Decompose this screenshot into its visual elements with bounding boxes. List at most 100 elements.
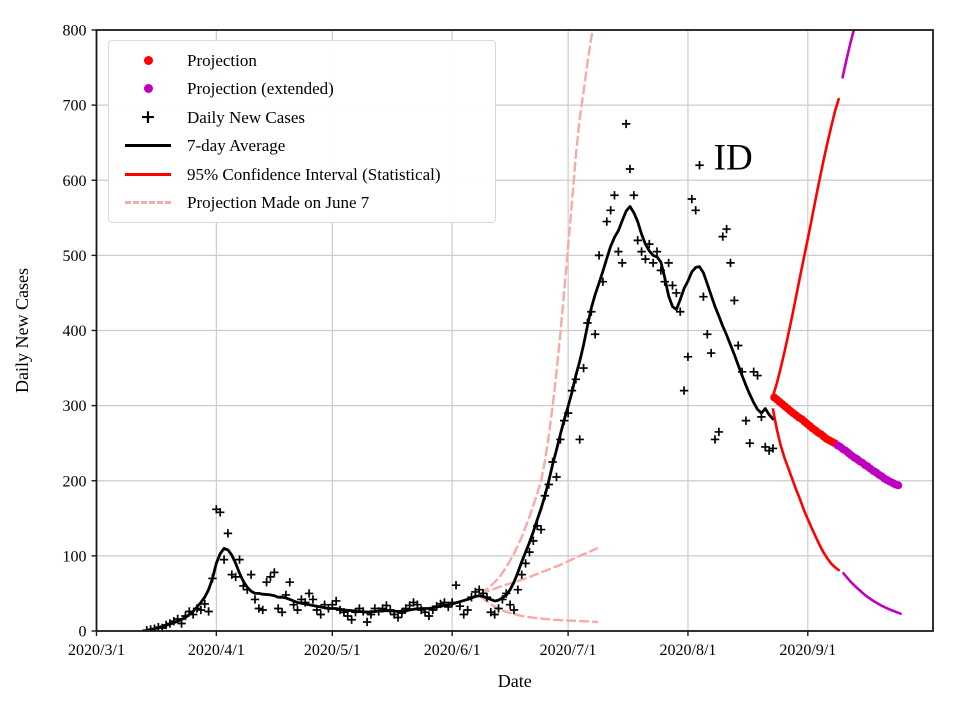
daily-cases-marker <box>668 281 677 290</box>
series-95-confidence-interval-lower-extended <box>842 571 902 616</box>
series-daily-new-cases <box>142 119 778 631</box>
daily-cases-marker <box>563 408 573 418</box>
daily-cases-marker <box>320 600 329 609</box>
series-95-confidence-interval-upper-extended <box>841 30 856 79</box>
daily-cases-marker <box>552 472 561 482</box>
daily-cases-marker <box>451 580 461 590</box>
daily-cases-marker <box>444 602 453 612</box>
daily-cases-marker <box>343 611 352 621</box>
daily-cases-marker <box>509 605 519 615</box>
legend-label: Daily New Cases <box>187 107 306 127</box>
daily-cases-marker <box>587 307 596 316</box>
daily-cases-marker <box>293 605 302 615</box>
daily-cases-marker <box>362 617 372 627</box>
daily-cases-marker <box>347 615 356 624</box>
legend-item-confidence-interval: 95% Confidence Interval (Statistical) <box>109 161 495 188</box>
daily-cases-marker <box>316 610 325 619</box>
daily-cases-marker <box>424 611 434 621</box>
projection-dot-icon <box>109 55 187 65</box>
daily-cases-marker <box>560 416 569 425</box>
x-tick-label: 2020/9/1 <box>779 642 836 659</box>
daily-cases-marker <box>150 624 159 631</box>
daily-cases-marker <box>602 217 611 226</box>
daily-cases-marker <box>196 605 206 615</box>
daily-cases-marker <box>440 598 449 607</box>
daily-cases-marker <box>250 595 260 604</box>
y-tick-label: 700 <box>63 98 87 115</box>
daily-cases-marker <box>583 318 592 328</box>
daily-cases-marker <box>308 595 318 604</box>
daily-cases-marker <box>664 258 673 268</box>
legend-item-june7-projection: Projection Made on June 7 <box>109 189 495 216</box>
daily-cases-marker <box>304 589 314 598</box>
daily-cases-marker <box>590 330 600 339</box>
series-95-confidence-interval-upper <box>771 97 841 398</box>
daily-cases-marker <box>273 604 283 613</box>
legend-item-projection: Projection <box>109 47 495 74</box>
x-tick-label: 2020/8/1 <box>660 642 717 659</box>
daily-cases-marker <box>699 292 708 301</box>
y-tick-label: 500 <box>63 248 87 265</box>
daily-cases-marker <box>208 574 217 583</box>
daily-cases-marker <box>625 164 635 174</box>
axis-ticks <box>91 29 809 636</box>
daily-cases-marker <box>768 444 778 453</box>
y-tick-label: 800 <box>63 23 87 40</box>
series-projection <box>770 393 839 448</box>
daily-cases-marker <box>173 614 182 624</box>
daily-cases-marker <box>517 570 526 579</box>
daily-cases-marker <box>359 607 368 616</box>
red-line-icon <box>109 172 187 176</box>
daily-cases-marker <box>734 341 743 350</box>
daily-cases-marker <box>428 605 438 615</box>
daily-cases-marker <box>641 254 650 264</box>
daily-cases-marker <box>714 427 724 437</box>
daily-cases-marker <box>239 581 248 591</box>
daily-cases-marker <box>231 572 240 582</box>
daily-cases-marker <box>548 457 557 467</box>
y-tick-label: 200 <box>63 473 87 490</box>
daily-cases-marker <box>679 386 689 395</box>
daily-cases-marker <box>513 585 523 594</box>
daily-cases-marker <box>382 601 391 610</box>
series-projection-made-on-june-7-lower <box>479 596 599 624</box>
daily-cases-marker <box>463 605 472 615</box>
daily-cases-marker <box>652 247 662 256</box>
daily-cases-marker <box>328 600 337 609</box>
legend-item-projection-extended: Projection (extended) <box>109 75 495 102</box>
daily-cases-marker <box>614 247 623 256</box>
daily-cases-marker <box>413 600 422 609</box>
daily-cases-marker <box>393 613 403 622</box>
daily-cases-marker <box>633 236 642 245</box>
daily-cases-marker <box>710 435 720 444</box>
projection-dot <box>894 481 903 490</box>
daily-cases-marker <box>525 547 534 557</box>
x-tick-label: 2020/3/1 <box>68 642 125 659</box>
legend-item-daily-new-cases: + Daily New Cases <box>109 104 495 131</box>
legend-item-7day-average: 7-day Average <box>109 132 495 159</box>
daily-cases-marker <box>177 619 186 628</box>
series-projection-made-on-june-7-upper <box>479 30 595 595</box>
daily-cases-marker <box>200 599 209 609</box>
daily-cases-marker <box>656 266 666 275</box>
x-tick-label: 2020/7/1 <box>540 642 597 659</box>
daily-cases-marker <box>204 607 213 616</box>
daily-cases-marker <box>475 585 484 594</box>
daily-cases-marker <box>606 206 615 215</box>
daily-cases-marker <box>223 529 233 538</box>
daily-cases-marker <box>216 508 225 517</box>
daily-cases-marker <box>571 375 581 384</box>
daily-cases-marker <box>691 206 700 215</box>
daily-cases-marker <box>521 559 530 568</box>
daily-cases-marker <box>648 258 658 268</box>
daily-cases-marker <box>683 352 693 361</box>
daily-cases-marker <box>556 435 565 444</box>
daily-cases-marker <box>703 330 712 339</box>
daily-cases-marker <box>726 258 735 268</box>
daily-cases-marker <box>741 416 751 425</box>
daily-cases-marker <box>567 386 577 395</box>
daily-cases-marker <box>289 600 298 609</box>
daily-cases-marker <box>505 600 515 609</box>
series-projection-made-on-june-7-middle <box>479 547 599 595</box>
